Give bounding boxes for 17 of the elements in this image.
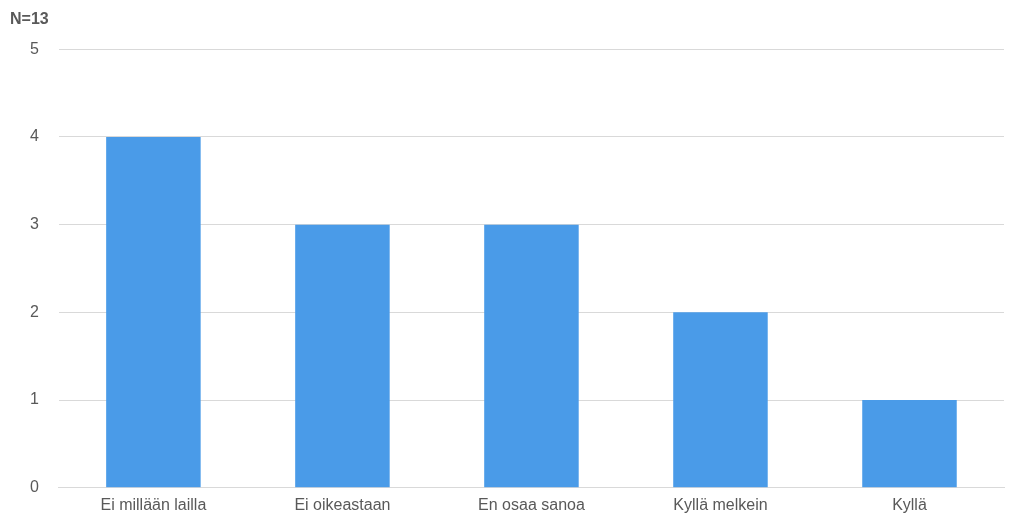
x-tick-label: En osaa sanoa [478,495,585,513]
x-tick-label: Ei millään lailla [100,495,207,513]
x-tick-label: Kyllä melkein [673,495,768,513]
chart-title: N=13 [10,10,49,28]
bar [673,312,768,488]
x-tick-label: Kyllä [892,495,927,513]
bar [484,224,579,488]
x-tick-label: Ei oikeastaan [294,495,391,513]
y-tick-label: 0 [29,478,39,496]
bar [106,136,201,488]
y-tick-label: 3 [29,215,39,233]
y-tick-label: 4 [29,127,39,145]
y-tick-label: 5 [29,39,39,57]
bar [295,224,390,488]
y-tick-label: 1 [29,390,39,408]
bar [862,400,957,488]
y-tick-label: 2 [29,302,39,320]
